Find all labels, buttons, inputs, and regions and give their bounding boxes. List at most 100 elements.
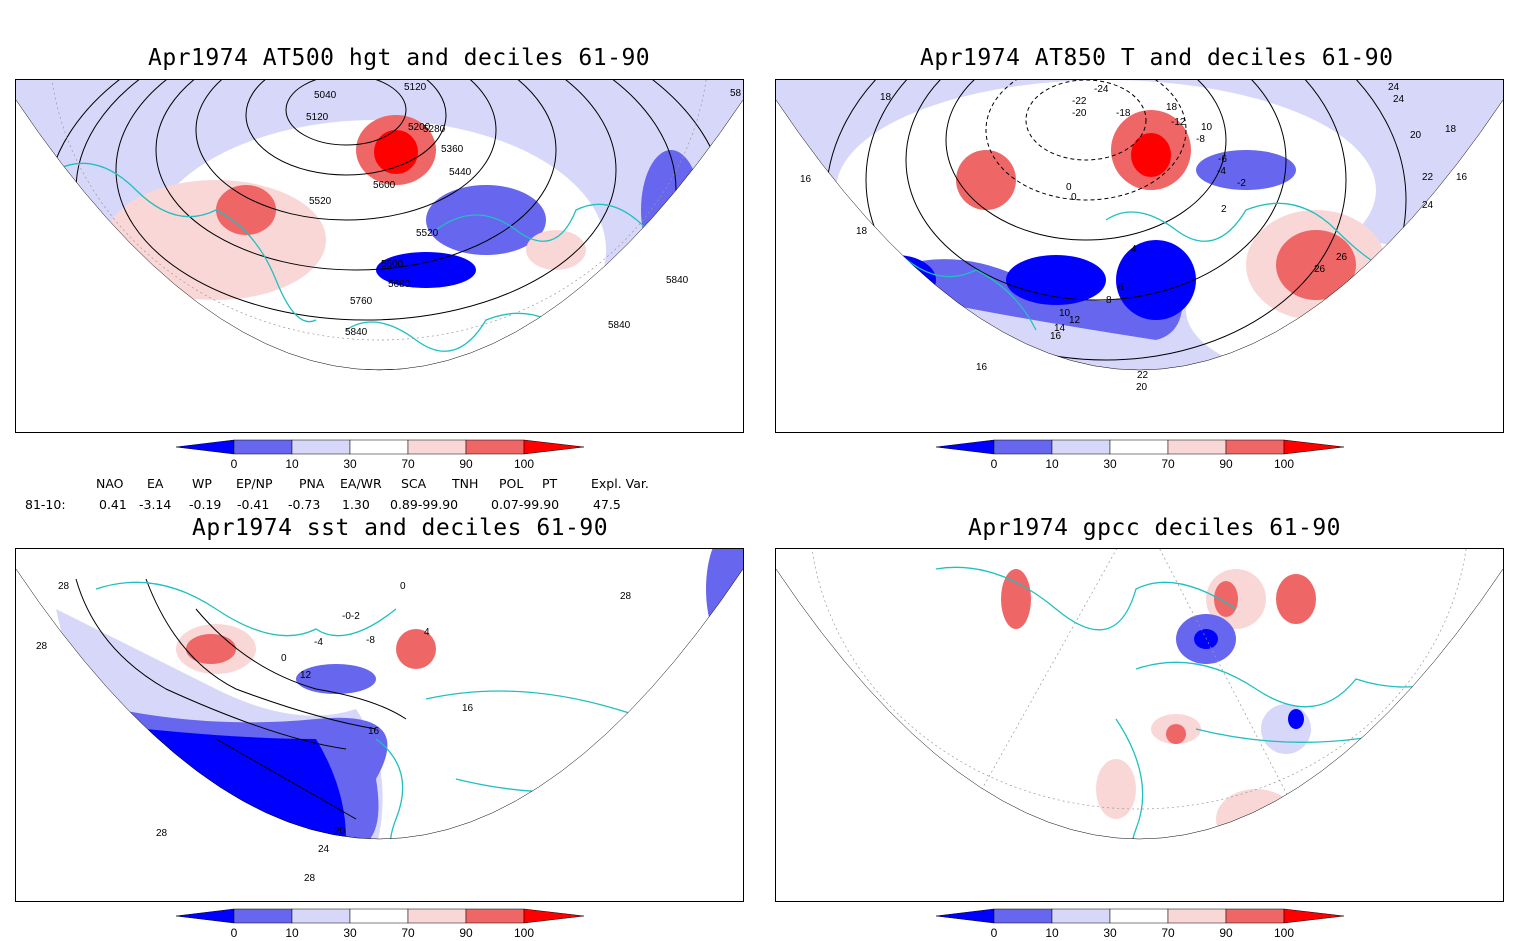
index-value: 0.89-99.90 <box>390 497 459 512</box>
contour-label: 20 <box>1410 130 1422 141</box>
panel-title-hgt500: Apr1974 AT500 hgt and deciles 61-90 <box>148 45 651 71</box>
index-value: -3.14 <box>139 497 172 512</box>
svg-text:0: 0 <box>231 457 238 471</box>
contour-label: -20 <box>1072 108 1087 119</box>
anomaly-field-normal <box>146 120 606 370</box>
svg-text:10: 10 <box>285 926 299 940</box>
panel-title-t850: Apr1974 AT850 T and deciles 61-90 <box>920 45 1394 71</box>
contour-label: 58 <box>730 88 742 99</box>
map-panel-t850: -24 -22 -20 -18 18 -12 10 -8 -6 -4 -2 0 … <box>775 79 1504 433</box>
contour-label: 5600 <box>381 259 404 270</box>
colorbar-hgt500: 0 10 30 70 90 100 <box>175 439 585 471</box>
contour-label: 2 <box>1221 204 1227 215</box>
contour-label: 5520 <box>309 196 332 207</box>
anomaly-field-above <box>106 180 326 300</box>
anomaly-field-normal <box>776 549 1503 839</box>
anomaly-field-above <box>526 230 586 270</box>
contour-label: 5760 <box>350 296 373 307</box>
contour-label: 16 <box>800 174 812 185</box>
map-panel-gpcc <box>775 548 1504 902</box>
anomaly-field-below <box>1196 150 1296 190</box>
contour-label: 18 <box>1166 102 1178 113</box>
contour-label: 5120 <box>306 112 329 123</box>
contour-label: 24 <box>1422 200 1434 211</box>
anomaly-field-above-high <box>216 185 276 235</box>
contour-label: -18 <box>1116 108 1131 119</box>
contour-label: 5840 <box>666 275 689 286</box>
map-gpcc <box>776 549 1503 840</box>
svg-text:30: 30 <box>1103 457 1117 471</box>
contour-label: 28 <box>58 581 70 592</box>
anomaly-field-below <box>836 714 856 744</box>
svg-text:70: 70 <box>1161 926 1175 940</box>
map-boundary <box>776 99 1503 371</box>
contour-label: -24 <box>1094 84 1109 95</box>
anomaly-field-above-high <box>1276 230 1356 300</box>
contour-label: 28 <box>620 591 632 602</box>
svg-text:90: 90 <box>459 457 473 471</box>
index-value: -0.19 <box>189 497 222 512</box>
index-value: -0.73 <box>288 497 321 512</box>
svg-text:0: 0 <box>991 457 998 471</box>
anomaly-field-below <box>296 664 376 694</box>
contour-label: -4 <box>1217 166 1226 177</box>
contour-label: 5360 <box>441 144 464 155</box>
index-header: SCA <box>401 476 427 491</box>
anomaly-field-below <box>426 185 546 255</box>
anomaly-field-normal <box>836 80 1376 300</box>
contour-label: -6 <box>1218 154 1227 165</box>
anomaly-field-below <box>641 150 701 270</box>
contour-label: 18 <box>1445 124 1457 135</box>
svg-text:100: 100 <box>1274 926 1294 940</box>
index-header: Expl. Var. <box>591 476 649 491</box>
contour-label: 22 <box>1422 172 1434 183</box>
contour-label: 5280 <box>423 124 446 135</box>
anomaly-field-above <box>1096 759 1136 819</box>
contour-label: 10 <box>1059 308 1071 319</box>
svg-text:10: 10 <box>285 457 299 471</box>
svg-text:90: 90 <box>1219 457 1233 471</box>
anomaly-field-min <box>1116 240 1196 320</box>
anomaly-field-above-high <box>186 634 236 664</box>
svg-text:90: 90 <box>1219 926 1233 940</box>
contour-label: 4 <box>1131 244 1137 255</box>
contour-label: 24 <box>1388 82 1400 93</box>
anomaly-field-min <box>146 729 346 839</box>
anomaly-field-above-high <box>1001 569 1031 629</box>
contour-label: 28 <box>36 641 48 652</box>
index-header: EA/WR <box>340 476 382 491</box>
contour-labels: -24 -22 -20 -18 18 -12 10 -8 -6 -4 -2 0 … <box>800 82 1468 393</box>
contour-label: 6 <box>1118 282 1124 293</box>
anomaly-field-min <box>1288 709 1304 729</box>
contour-label: 18 <box>856 226 868 237</box>
svg-text:70: 70 <box>401 457 415 471</box>
index-header: POL <box>499 476 524 491</box>
anomaly-field-min <box>856 255 936 305</box>
contour-label: 16 <box>976 362 988 373</box>
contour-label: 12 <box>1069 315 1081 326</box>
contour-labels: 5040 5120 5120 5200 5280 5360 5440 5520 … <box>306 82 742 338</box>
svg-text:100: 100 <box>1274 457 1294 471</box>
map-boundary <box>16 568 743 840</box>
svg-text:30: 30 <box>343 457 357 471</box>
anomaly-field-normal <box>16 549 743 839</box>
panel-title-sst: Apr1974 sst and deciles 61-90 <box>192 515 609 541</box>
index-value: -0.41 <box>237 497 270 512</box>
map-sst: 28 28 28 28 0 -0-2 -4 -8 4 0 12 16 16 20… <box>16 549 743 884</box>
contour-label: 5840 <box>345 327 368 338</box>
contour-label: -12 <box>1171 117 1186 128</box>
colorbar-t850: 0 10 30 70 90 100 <box>935 439 1345 471</box>
contour-label: 5120 <box>404 82 427 93</box>
contour-label: -8 <box>366 635 375 646</box>
index-value: 0.41 <box>99 497 127 512</box>
contour-label: 5600 <box>373 180 396 191</box>
panel-title-gpcc: Apr1974 gpcc deciles 61-90 <box>968 515 1342 541</box>
contour-label: 0 <box>400 581 406 592</box>
anomaly-field-above-high <box>956 150 1016 210</box>
svg-text:10: 10 <box>1045 926 1059 940</box>
svg-text:0: 0 <box>991 926 998 940</box>
index-header: PT <box>542 476 558 491</box>
index-value: 1.30 <box>342 497 370 512</box>
index-header: WP <box>192 476 212 491</box>
contour-label: 16 <box>1456 172 1468 183</box>
